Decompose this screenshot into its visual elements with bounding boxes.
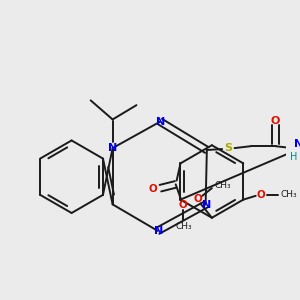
Text: N: N (294, 139, 300, 149)
Text: N: N (108, 143, 117, 153)
Text: O: O (193, 194, 202, 204)
Text: N: N (155, 117, 165, 127)
Text: O: O (148, 184, 157, 194)
Text: N: N (154, 226, 163, 236)
Text: N: N (202, 200, 211, 210)
Text: CH₃: CH₃ (281, 190, 297, 200)
Text: O: O (271, 116, 280, 126)
Text: O: O (179, 200, 188, 210)
Text: H: H (290, 152, 297, 162)
Text: O: O (256, 190, 265, 200)
Text: CH₃: CH₃ (214, 181, 231, 190)
Text: CH₃: CH₃ (175, 222, 192, 231)
Text: S: S (224, 143, 232, 153)
